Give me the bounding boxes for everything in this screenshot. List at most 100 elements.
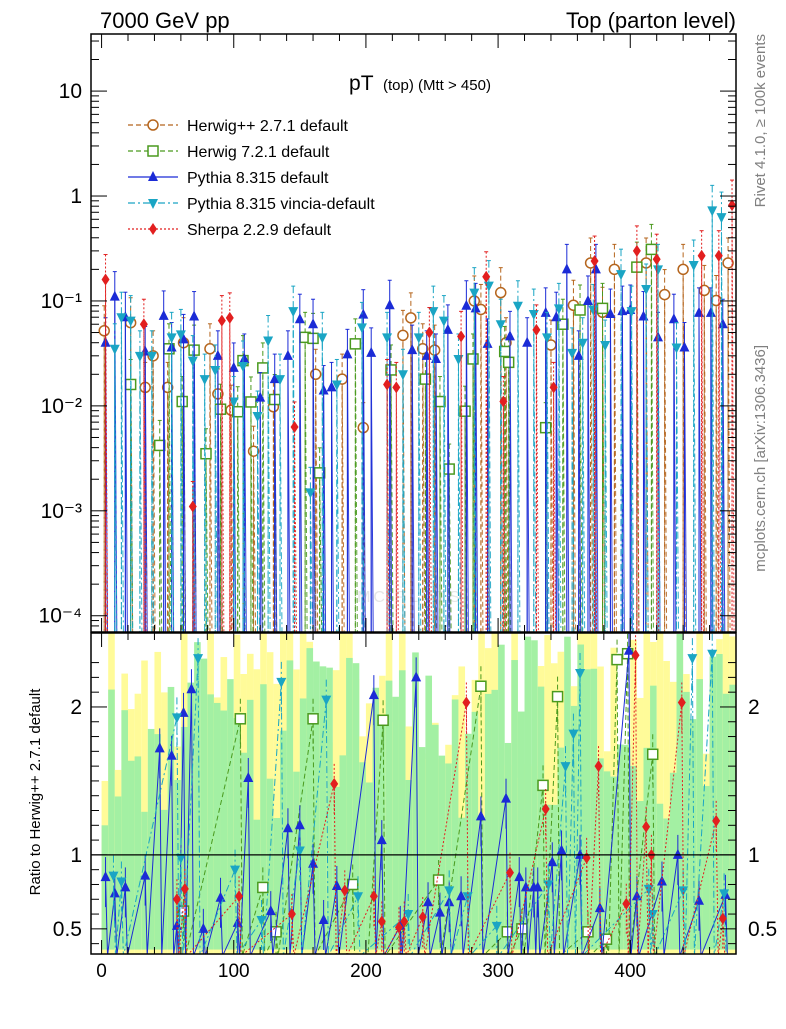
data-point	[456, 890, 467, 901]
data-point	[647, 910, 658, 921]
band-green	[722, 693, 730, 950]
plot-title: pT (top) (Mtt > 450)	[349, 72, 491, 95]
data-point	[645, 243, 658, 256]
band-green	[187, 682, 195, 950]
series-ratio-2	[100, 633, 731, 954]
data-point	[317, 333, 328, 344]
data-point	[356, 323, 367, 334]
legend-entry: Herwig++ 2.7.1 default	[128, 118, 349, 135]
band-green	[438, 755, 446, 950]
data-point	[475, 680, 487, 693]
band-green	[154, 734, 162, 950]
data-point	[175, 853, 186, 864]
data-point	[541, 333, 552, 344]
data-point	[679, 341, 690, 352]
data-point	[321, 695, 332, 706]
band-green	[200, 658, 208, 950]
data-point	[483, 281, 494, 292]
data-point	[419, 373, 432, 385]
data-point	[567, 348, 578, 359]
data-point	[149, 223, 157, 235]
data-point	[263, 336, 274, 347]
data-point	[512, 301, 523, 312]
data-point	[722, 257, 734, 269]
data-point	[434, 395, 446, 408]
x-tick-label: 200	[350, 961, 382, 982]
series-line	[105, 205, 735, 632]
band-green	[240, 752, 247, 950]
band-green	[385, 680, 393, 950]
data-point	[623, 644, 634, 655]
data-point	[642, 820, 651, 833]
data-point	[234, 713, 247, 725]
data-point	[290, 420, 299, 433]
data-point	[366, 346, 377, 357]
data-point	[432, 874, 445, 886]
data-point	[212, 349, 223, 360]
data-point	[577, 338, 588, 349]
data-point	[100, 871, 111, 882]
data-point	[697, 249, 706, 262]
data-point	[575, 668, 586, 679]
data-point	[134, 351, 145, 362]
data-point	[257, 362, 269, 374]
data-point	[376, 834, 387, 845]
band-green	[696, 679, 703, 950]
data-point	[257, 881, 269, 894]
data-point	[210, 365, 221, 376]
data-point	[346, 878, 359, 891]
data-point	[693, 894, 704, 905]
data-point	[200, 447, 212, 460]
band-green	[432, 724, 439, 950]
data-point	[520, 881, 531, 892]
ratio-y-tick-label: 0.5	[53, 918, 82, 941]
data-point	[256, 915, 267, 926]
band-green	[458, 817, 466, 950]
data-point	[631, 649, 640, 662]
data-point	[537, 779, 549, 792]
legend-entry: Herwig 7.2.1 default	[128, 144, 330, 161]
data-point	[514, 871, 525, 882]
data-point	[166, 749, 177, 760]
data-point	[294, 313, 305, 324]
data-point	[383, 378, 392, 391]
band-green	[227, 679, 234, 950]
data-point	[392, 381, 401, 394]
band-yellow	[458, 666, 466, 954]
data-point	[575, 848, 586, 859]
band-green	[114, 796, 122, 950]
band-green	[597, 758, 604, 950]
legend-entry: Pythia 8.315 vincia-default	[128, 196, 375, 213]
data-point	[444, 886, 455, 897]
band-green	[630, 765, 637, 950]
data-point	[462, 696, 471, 709]
data-point	[491, 921, 502, 932]
y-tick-label: 10⁻¹	[41, 290, 82, 313]
data-point	[728, 199, 736, 212]
data-point	[186, 683, 197, 694]
data-point	[382, 333, 393, 344]
data-point	[475, 810, 486, 821]
data-point	[342, 348, 353, 359]
legend-entry: Pythia 8.315 default	[128, 170, 329, 187]
data-point	[418, 911, 427, 924]
data-point	[265, 905, 276, 916]
y-tick-label: 10⁻²	[41, 395, 82, 418]
band-green	[484, 693, 492, 950]
data-point	[428, 307, 439, 318]
band-green	[392, 696, 399, 950]
data-point	[166, 333, 177, 344]
data-point	[643, 884, 654, 895]
data-point	[305, 488, 316, 499]
legend-label: Sherpa 2.2.9 default	[187, 222, 332, 239]
side-label-rivet: Rivet 4.1.0, ≥ 100k events	[752, 34, 769, 207]
data-point	[532, 881, 543, 892]
data-point	[189, 310, 200, 321]
data-point	[214, 403, 227, 415]
data-point	[232, 916, 243, 927]
data-point	[687, 654, 698, 665]
band-green	[451, 699, 459, 950]
series-top-4	[101, 179, 736, 632]
band-green	[636, 801, 644, 950]
data-point	[638, 310, 649, 321]
